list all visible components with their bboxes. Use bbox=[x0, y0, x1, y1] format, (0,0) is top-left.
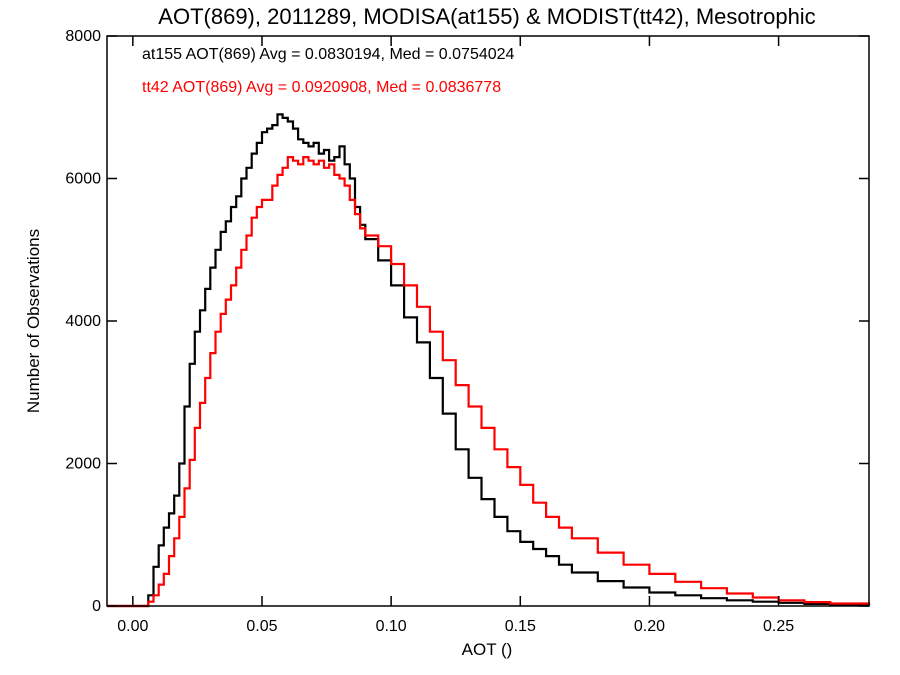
x-tick-label: 0.15 bbox=[505, 618, 536, 635]
chart-title: AOT(869), 2011289, MODISA(at155) & MODIS… bbox=[158, 4, 815, 29]
y-axis-label: Number of Observations bbox=[24, 229, 43, 413]
series-layer bbox=[107, 113, 871, 608]
x-tick-label: 0.25 bbox=[763, 618, 794, 635]
ticks-layer: 0.00 0.05 0.10 0.15 0.20 0.25 0 2000 4000 6000 800… bbox=[65, 28, 869, 635]
y-tick-label: 2000 bbox=[65, 456, 101, 473]
y-tick-label: 8000 bbox=[65, 28, 101, 45]
x-tick-label: 0.10 bbox=[376, 618, 407, 635]
series-line-tt42 bbox=[107, 156, 871, 608]
series-line-at155 bbox=[107, 113, 871, 608]
y-tick-label: 4000 bbox=[65, 313, 101, 330]
y-tick-label: 0 bbox=[92, 598, 101, 615]
legend: at155 AOT(869) Avg = 0.0830194, Med = 0.… bbox=[142, 46, 515, 96]
x-tick-label: 0.00 bbox=[117, 618, 148, 635]
legend-entry-at155: at155 AOT(869) Avg = 0.0830194, Med = 0.… bbox=[142, 46, 515, 63]
x-axis-label: AOT () bbox=[462, 640, 513, 659]
x-tick-label: 0.20 bbox=[634, 618, 665, 635]
legend-entry-tt42: tt42 AOT(869) Avg = 0.0920908, Med = 0.0… bbox=[142, 79, 501, 96]
y-tick-label: 6000 bbox=[65, 171, 101, 188]
x-tick-label: 0.05 bbox=[246, 618, 277, 635]
